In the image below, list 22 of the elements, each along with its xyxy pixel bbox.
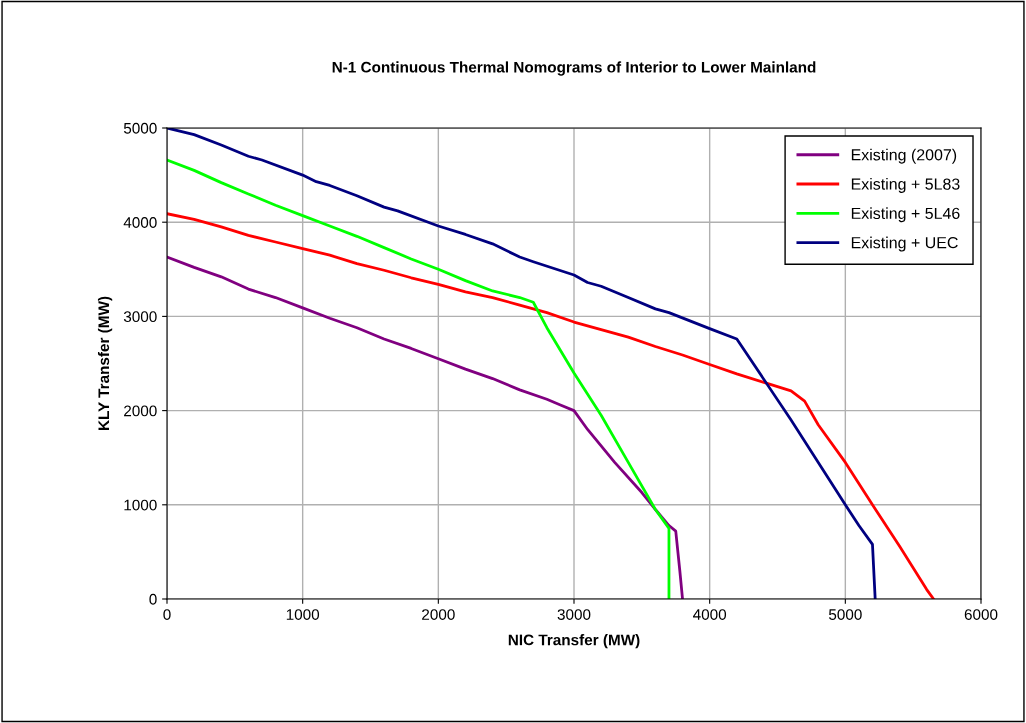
y-tick-label: 4000 xyxy=(123,217,157,228)
y-tick-label: 0 xyxy=(149,593,157,605)
x-tick-label: 4000 xyxy=(693,609,727,620)
y-tick-label: 1000 xyxy=(124,499,157,511)
x-tick-label: 2000 xyxy=(422,609,455,620)
x-axis-title: NIC Transfer (MW) xyxy=(508,634,640,649)
line-series xyxy=(167,255,684,599)
x-tick-label: 6000 xyxy=(964,609,998,620)
legend-label: Existing + 5L46 xyxy=(851,207,960,223)
line-series xyxy=(167,158,671,599)
legend-label: Existing (2007) xyxy=(851,148,957,164)
y-axis-title: KLY Transfer (MW) xyxy=(97,296,113,430)
chart-title: N-1 Continuous Thermal Nomograms of Interior to Lower Mainland xyxy=(332,61,816,76)
x-tick-label: 1000 xyxy=(286,609,320,620)
legend-label: Existing + 5L83 xyxy=(851,178,960,193)
y-tick-label: 2000 xyxy=(124,405,157,417)
x-tick-label: 0 xyxy=(163,609,171,620)
y-tick-label: 5000 xyxy=(123,122,157,134)
x-tick-label: 5000 xyxy=(828,609,862,620)
y-tick-label: 3000 xyxy=(123,311,157,323)
x-tick-label: 3000 xyxy=(557,609,591,620)
legend-label: Existing + UEC xyxy=(851,236,958,252)
